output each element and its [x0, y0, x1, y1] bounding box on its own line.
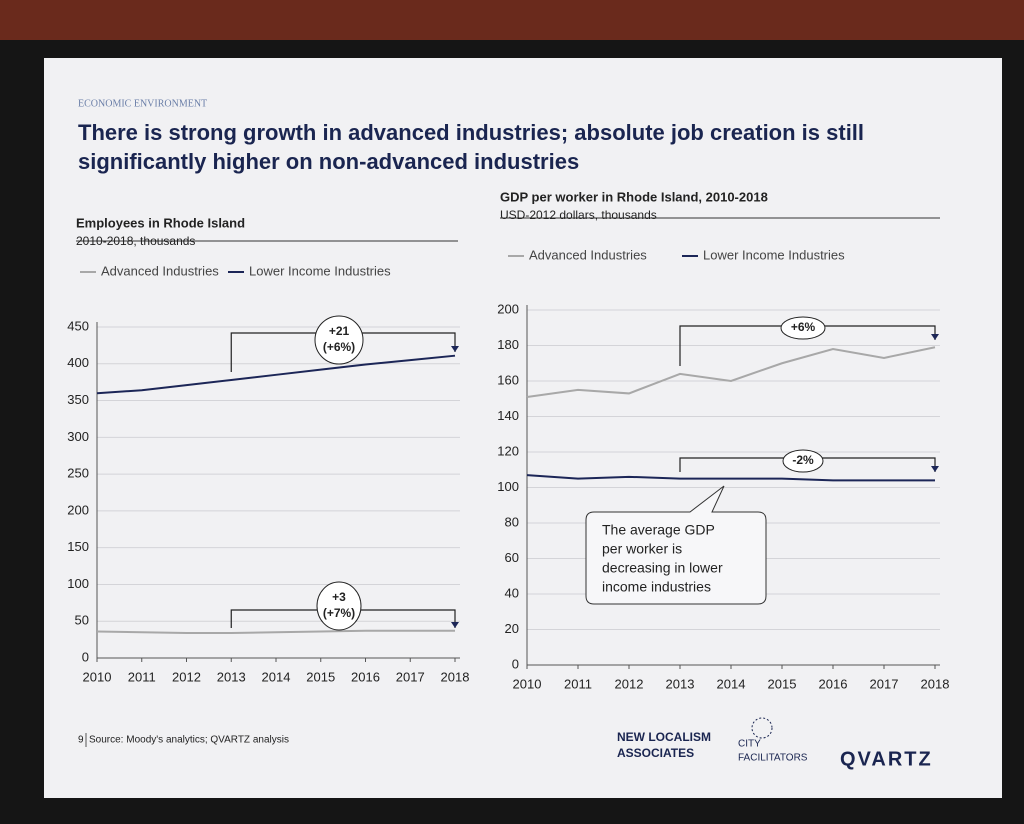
- y-tick-label: 200: [67, 502, 89, 517]
- chart-subtitle: 2010-2018, thousands: [76, 234, 195, 248]
- logo: ASSOCIATES: [617, 746, 694, 760]
- x-tick-label: 2018: [441, 669, 470, 684]
- annotation-badge: [314, 315, 364, 365]
- arrow-head: [451, 346, 459, 352]
- y-tick-label: 250: [67, 466, 89, 481]
- background-strip: [0, 0, 1024, 40]
- legend-label: Lower Income Industries: [249, 263, 391, 278]
- logo: FACILITATORS: [738, 753, 808, 764]
- x-tick-label: 2014: [262, 669, 291, 684]
- x-tick-label: 2017: [870, 676, 899, 691]
- x-tick-label: 2012: [615, 676, 644, 691]
- annotation-badge: [780, 316, 826, 340]
- headline: significantly higher on non-advanced ind…: [78, 149, 579, 174]
- x-tick-label: 2013: [666, 676, 695, 691]
- section-label: ECONOMIC ENVIRONMENT: [78, 98, 207, 109]
- series-line: [526, 474, 935, 482]
- arrow-head: [931, 334, 939, 340]
- annotation-label: +3: [332, 590, 346, 604]
- logo: NEW LOCALISM: [617, 730, 711, 744]
- y-tick-label: 80: [505, 514, 519, 529]
- x-tick-label: 2017: [396, 669, 425, 684]
- chart-title: Employees in Rhode Island: [76, 215, 245, 230]
- page-number: 9: [78, 735, 84, 746]
- source: Source: Moody's analytics; QVARTZ analys…: [89, 735, 289, 746]
- y-tick-label: 100: [497, 479, 519, 494]
- annotation-label: (+7%): [323, 606, 355, 620]
- x-tick-label: 2015: [768, 676, 797, 691]
- annotation-badge: [316, 581, 362, 631]
- y-tick-label: 200: [497, 301, 519, 316]
- chart-subtitle: USD-2012 dollars, thousands: [500, 208, 657, 222]
- logo: CITY: [738, 739, 761, 750]
- x-tick-label: 2011: [564, 676, 592, 691]
- x-tick-label: 2010: [513, 676, 542, 691]
- y-tick-label: 60: [505, 550, 519, 565]
- x-tick-label: 2016: [351, 669, 380, 684]
- annotation-badge: [782, 449, 824, 473]
- y-tick-label: 20: [505, 621, 519, 636]
- legend-label: Lower Income Industries: [703, 247, 845, 262]
- legend-label: Advanced Industries: [101, 263, 219, 278]
- arrow-head: [931, 466, 939, 472]
- y-tick-label: 40: [505, 585, 519, 600]
- x-tick-label: 2014: [717, 676, 746, 691]
- y-tick-label: 140: [497, 408, 519, 423]
- series-line: [526, 346, 936, 398]
- callout-text: The average GDP: [602, 522, 715, 538]
- y-tick-label: 50: [75, 613, 89, 628]
- headline: There is strong growth in advanced indus…: [78, 120, 864, 145]
- callout-text: decreasing in lower: [602, 560, 723, 576]
- x-tick-label: 2015: [306, 669, 335, 684]
- x-tick-label: 2012: [172, 669, 201, 684]
- annotation-label: +21: [329, 324, 350, 338]
- y-tick-label: 180: [497, 337, 519, 352]
- arrow-head: [451, 622, 459, 628]
- y-tick-label: 400: [67, 355, 89, 370]
- y-tick-label: 120: [497, 443, 519, 458]
- callout-text: per worker is: [602, 541, 682, 557]
- annotation-label: -2%: [792, 453, 814, 467]
- x-tick-label: 2018: [921, 676, 950, 691]
- x-tick-label: 2013: [217, 669, 246, 684]
- annotation-label: (+6%): [323, 340, 355, 354]
- y-tick-label: 100: [67, 576, 89, 591]
- y-tick-label: 450: [67, 318, 89, 333]
- logo: QVARTZ: [840, 748, 933, 770]
- series-line: [96, 629, 455, 634]
- x-tick-label: 2010: [83, 669, 112, 684]
- slide: [44, 58, 1002, 798]
- logo-icon: [751, 717, 773, 739]
- x-tick-label: 2011: [128, 669, 156, 684]
- x-tick-label: 2016: [819, 676, 848, 691]
- series-line: [96, 354, 456, 395]
- callout-text: income industries: [602, 579, 711, 595]
- chart-title: GDP per worker in Rhode Island, 2010-201…: [500, 189, 768, 204]
- y-tick-label: 300: [67, 429, 89, 444]
- y-tick-label: 350: [67, 392, 89, 407]
- y-tick-label: 160: [497, 372, 519, 387]
- y-tick-label: 0: [82, 649, 89, 664]
- y-tick-label: 0: [512, 656, 519, 671]
- legend-label: Advanced Industries: [529, 247, 647, 262]
- annotation-label: +6%: [791, 320, 816, 334]
- callout-box: [585, 485, 767, 605]
- y-tick-label: 150: [67, 539, 89, 554]
